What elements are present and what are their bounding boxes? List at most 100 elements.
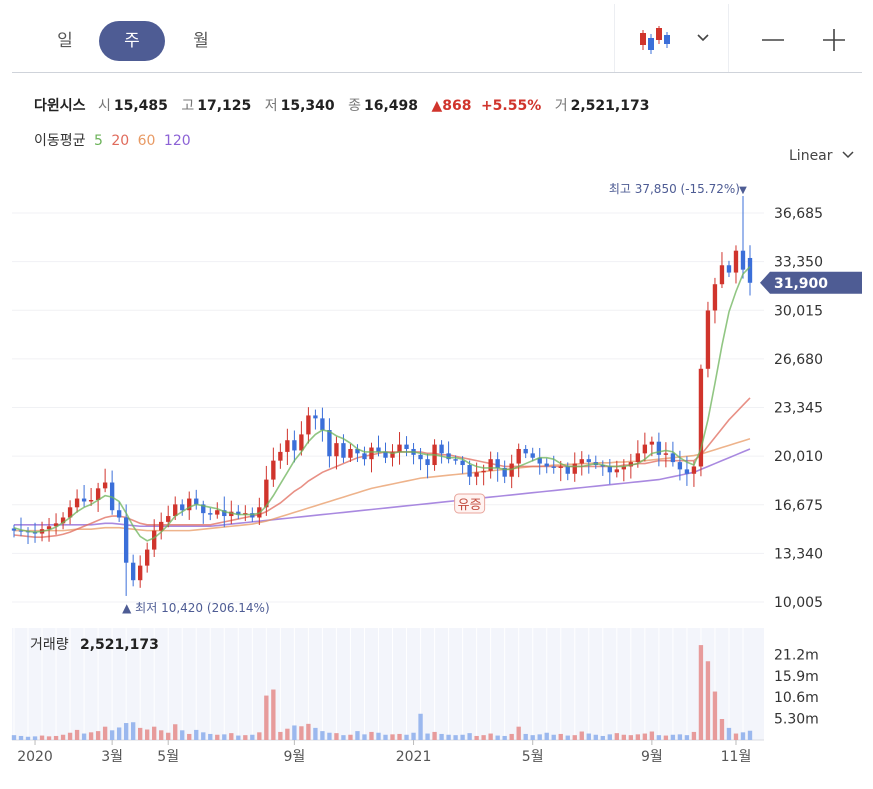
volume-bar [39, 735, 45, 740]
candle-body [481, 470, 486, 473]
volume-bar [565, 735, 570, 740]
candle-body [18, 530, 24, 532]
volume-bar [145, 729, 150, 740]
candle-body [278, 451, 283, 461]
volume-bar [229, 733, 234, 740]
low-label: 저 [264, 98, 278, 114]
candle-body [60, 517, 66, 524]
candle-body [145, 549, 150, 566]
volume-bar [271, 689, 276, 740]
volume-bar [334, 733, 339, 740]
tab-daily[interactable]: 일 [57, 31, 73, 51]
volume-bar [474, 735, 479, 740]
candle-body [740, 250, 746, 270]
ma-20: 20 [111, 133, 130, 149]
candle-body [53, 523, 59, 527]
volume-bar [32, 736, 38, 740]
candle-body [362, 453, 367, 460]
volume-bar [173, 724, 178, 740]
volume-bar [369, 731, 374, 740]
stock-name: 다윈시스 [34, 98, 86, 114]
volume-bar [733, 733, 739, 740]
volume-bar [425, 733, 430, 740]
volume-bar [222, 734, 227, 740]
volume-bar [579, 731, 584, 740]
candle-body [46, 526, 52, 530]
candle-body [544, 463, 549, 467]
candle-body [621, 466, 627, 470]
volume-label: 거 [554, 98, 568, 114]
volume-bar [341, 735, 346, 740]
current-price-tag [760, 271, 862, 294]
candle-body [137, 565, 143, 581]
low-price: 15,340 [280, 98, 335, 114]
candle-body [397, 444, 402, 452]
volume-bar [747, 730, 753, 740]
candle-body [348, 448, 353, 458]
event-badge [454, 493, 486, 514]
volume-bar [180, 730, 185, 740]
candle-body [285, 440, 290, 452]
volume-bar [243, 735, 248, 740]
candle-body [95, 488, 101, 501]
zoom-in-button[interactable] [814, 20, 854, 60]
zoom-out-button[interactable] [752, 20, 792, 60]
x-tick-label: 3월 [101, 749, 123, 765]
candle-body [495, 459, 500, 468]
y-tick-label: 16,675 [774, 498, 823, 514]
candle-body [390, 451, 395, 458]
x-tick-label: 9월 [283, 749, 305, 765]
candle-body [565, 466, 570, 474]
candle-body [102, 482, 108, 489]
candle-body [663, 453, 669, 455]
volume-bar [264, 695, 269, 740]
volume-total: 2,521,173 [80, 637, 159, 653]
volume-bar [460, 734, 465, 740]
candle-body [733, 250, 739, 273]
volume-bar [502, 735, 507, 740]
candle-body [467, 465, 472, 477]
high-label: 고 [181, 98, 195, 114]
candle-body [516, 448, 521, 464]
volume-bar [698, 645, 704, 740]
volume-bar [313, 727, 318, 740]
candle-body [166, 516, 171, 522]
x-tick-label: 5월 [522, 749, 544, 765]
volume-bar [355, 731, 360, 740]
volume-bar [572, 735, 577, 740]
candle-body [159, 521, 164, 531]
ma120-line [14, 448, 751, 528]
ma-120: 120 [163, 133, 191, 149]
chart-type-button[interactable] [630, 20, 720, 60]
tab-monthly[interactable]: 월 [193, 31, 209, 51]
volume-bar [320, 731, 325, 740]
high-marker-label: 최고 37,850 (-15.72%) [609, 182, 740, 196]
volume-bar [25, 736, 31, 740]
scale-select[interactable]: Linear [789, 148, 855, 164]
volume-bar [67, 732, 73, 740]
volume-bar [152, 726, 157, 740]
volume-bar [74, 729, 80, 740]
volume-bar [677, 734, 683, 740]
volume-bar [509, 733, 514, 740]
candle-body [334, 443, 339, 457]
ma60-line [14, 438, 751, 532]
volume-bar [614, 733, 619, 740]
candle-body [152, 530, 157, 550]
candle-body [649, 441, 655, 445]
volume-tick-label: 21.2m [774, 647, 819, 663]
toolbar-divider [614, 4, 615, 72]
candle-body [719, 265, 725, 285]
candle-body [180, 504, 185, 511]
volume-bar [649, 731, 655, 740]
volume-bar [109, 730, 115, 740]
open-label: 시 [97, 98, 111, 114]
candle-body [446, 453, 451, 460]
volume-bar [712, 691, 718, 740]
volume-bar [194, 729, 199, 740]
ma-label: 이동평균 [34, 133, 86, 149]
tab-weekly[interactable]: 주 [99, 21, 165, 61]
candle-body [173, 504, 178, 517]
candle-body [607, 466, 612, 473]
